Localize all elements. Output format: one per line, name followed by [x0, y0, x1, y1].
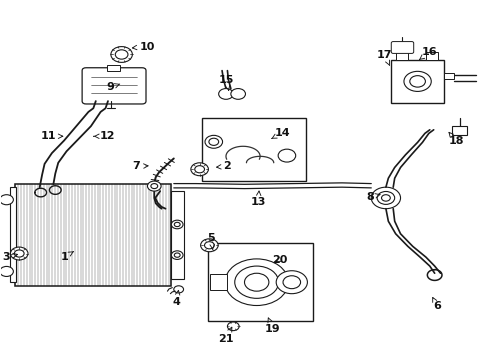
Circle shape [171, 251, 183, 260]
FancyBboxPatch shape [390, 41, 413, 53]
Circle shape [204, 242, 214, 249]
Circle shape [174, 253, 180, 257]
Bar [107, 65, 119, 71]
Circle shape [227, 322, 239, 330]
Text: 8: 8 [366, 192, 379, 202]
Text: 2: 2 [216, 161, 231, 171]
Bar [444, 73, 453, 79]
Circle shape [194, 166, 204, 173]
Text: 12: 12 [94, 131, 115, 141]
Circle shape [370, 187, 400, 209]
Bar [171, 191, 183, 279]
Text: 13: 13 [250, 191, 265, 207]
Circle shape [174, 222, 180, 226]
Text: 10: 10 [132, 42, 154, 51]
Text: 3: 3 [3, 252, 18, 262]
Text: 16: 16 [419, 46, 437, 59]
Circle shape [200, 239, 218, 252]
Circle shape [147, 181, 161, 191]
Bar [207, 243, 312, 320]
Circle shape [204, 135, 222, 148]
Text: 15: 15 [218, 75, 233, 90]
Bar [210, 274, 227, 290]
Bar [390, 60, 444, 103]
Text: 4: 4 [172, 291, 180, 307]
Circle shape [403, 71, 430, 91]
Bar [451, 126, 467, 135]
Text: 1: 1 [60, 252, 73, 262]
Text: 18: 18 [448, 132, 464, 146]
Circle shape [381, 195, 389, 201]
FancyBboxPatch shape [82, 68, 146, 104]
Circle shape [409, 76, 425, 87]
Circle shape [244, 273, 268, 291]
Circle shape [376, 192, 394, 204]
Circle shape [14, 250, 24, 257]
Text: 11: 11 [41, 131, 62, 141]
Text: 17: 17 [376, 50, 392, 66]
Bar [395, 52, 407, 60]
Text: 14: 14 [271, 128, 290, 139]
Circle shape [0, 195, 13, 205]
Text: 7: 7 [132, 161, 148, 171]
Circle shape [0, 266, 13, 276]
Text: 5: 5 [207, 233, 215, 249]
Bar [201, 118, 306, 181]
Circle shape [234, 266, 278, 298]
Circle shape [278, 149, 295, 162]
Text: 21: 21 [218, 327, 233, 343]
Circle shape [173, 286, 183, 293]
Circle shape [10, 247, 28, 260]
Circle shape [115, 50, 128, 59]
Text: 6: 6 [432, 297, 440, 311]
Text: 9: 9 [106, 82, 120, 93]
Circle shape [208, 138, 218, 145]
Text: 19: 19 [264, 318, 280, 334]
Circle shape [283, 276, 300, 289]
Circle shape [111, 46, 132, 62]
Circle shape [224, 259, 288, 306]
Bar [10, 187, 16, 282]
Circle shape [218, 89, 233, 99]
Circle shape [151, 184, 158, 189]
Circle shape [230, 89, 245, 99]
Circle shape [171, 220, 183, 229]
Bar [15, 184, 171, 286]
Circle shape [190, 163, 208, 176]
Text: 20: 20 [271, 255, 287, 265]
Circle shape [276, 271, 307, 294]
Bar [425, 52, 437, 60]
